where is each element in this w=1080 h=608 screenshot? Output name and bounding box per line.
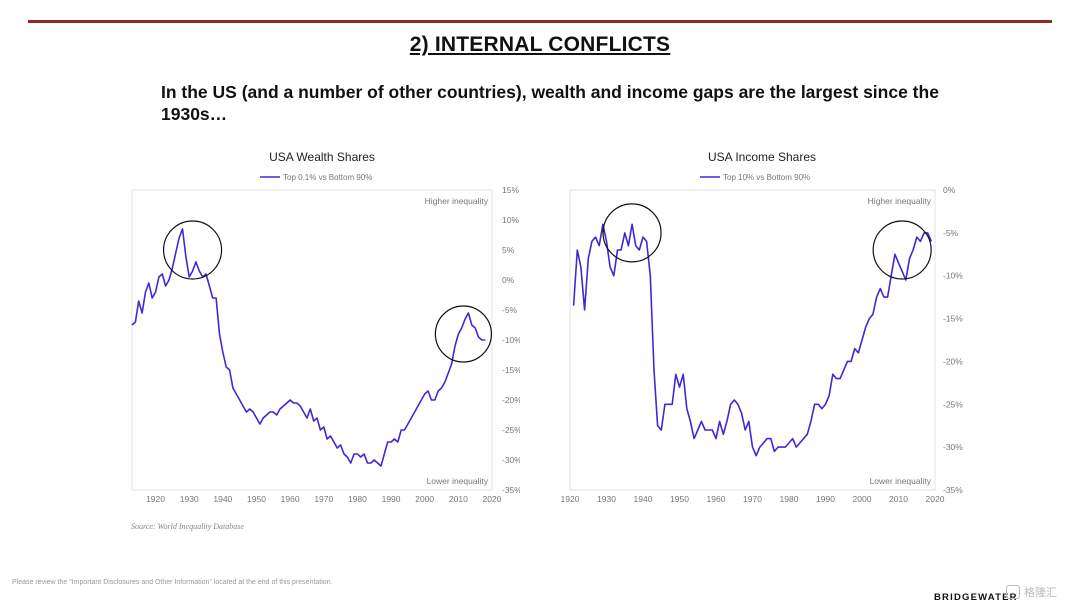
x-tick-label: 2010 (889, 494, 908, 504)
series-line (572, 223, 933, 457)
x-tick-label: 1920 (146, 494, 165, 504)
y-tick-label: -10% (943, 271, 963, 281)
y-tick-label: -5% (502, 305, 518, 315)
y-tick-label: -20% (502, 395, 520, 405)
chart-title: USA Wealth Shares (269, 150, 375, 164)
x-tick-label: 1950 (670, 494, 689, 504)
y-tick-label: -25% (943, 399, 963, 409)
x-tick-label: 1940 (634, 494, 653, 504)
x-tick-label: 1920 (561, 494, 580, 504)
y-tick-label: -15% (502, 365, 520, 375)
y-tick-label: -15% (943, 314, 963, 324)
chart-title: USA Income Shares (708, 150, 816, 164)
income-shares-chart: USA Income Shares Top 10% vs Bottom 90% 19… (561, 150, 964, 504)
headline: In the US (and a number of other countri… (161, 82, 939, 124)
x-tick-label: 1970 (314, 494, 333, 504)
y-tick-label: -30% (502, 455, 520, 465)
x-tick-label: 1980 (348, 494, 367, 504)
bridgewater-logo: BRIDGEWATER (934, 592, 1018, 603)
y-tick-label: -35% (943, 485, 963, 495)
disclaimer: Please review the "Important Disclosures… (12, 579, 333, 586)
y-tick-label: 0% (502, 275, 515, 285)
y-tick-label: 5% (502, 245, 515, 255)
x-tick-label: 1940 (213, 494, 232, 504)
section-title: 2) INTERNAL CONFLICTS (409, 33, 671, 56)
y-tick-label: -30% (943, 442, 963, 452)
x-tick-label: 2010 (449, 494, 468, 504)
x-tick-label: 2000 (415, 494, 434, 504)
annotation-lower-inequality: Lower inequality (427, 476, 489, 486)
annotation-higher-inequality: Higher inequality (868, 196, 932, 206)
highlight-circle (434, 305, 493, 363)
wealth-shares-chart: USA Wealth Shares Top 0.1% vs Bottom 90% 1… (131, 150, 520, 504)
x-tick-label: 1980 (780, 494, 799, 504)
legend-label: Top 0.1% vs Bottom 90% (283, 173, 372, 182)
x-tick-label: 1930 (180, 494, 199, 504)
watermark-icon (1006, 585, 1020, 599)
annotation-lower-inequality: Lower inequality (870, 476, 932, 486)
x-tick-label: 1950 (247, 494, 266, 504)
x-tick-label: 1960 (281, 494, 300, 504)
highlight-circle (872, 220, 932, 280)
legend-label: Top 10% vs Bottom 90% (723, 173, 810, 182)
y-tick-label: 10% (502, 215, 519, 225)
y-tick-label: -20% (943, 356, 963, 366)
source-note: Source: World Inequality Database (131, 522, 244, 531)
x-tick-label: 2020 (926, 494, 945, 504)
y-tick-label: -10% (502, 335, 520, 345)
plot-frame (131, 189, 493, 491)
x-tick-label: 1960 (707, 494, 726, 504)
highlight-circle (602, 203, 662, 263)
y-tick-label: -5% (943, 228, 959, 238)
x-tick-label: 1930 (597, 494, 616, 504)
series-line (131, 228, 486, 467)
x-tick-label: 1990 (382, 494, 401, 504)
y-tick-label: 0% (943, 185, 956, 195)
watermark: 格隆汇 (1006, 584, 1057, 600)
watermark-text: 格隆汇 (1024, 587, 1057, 599)
x-tick-label: 1970 (743, 494, 762, 504)
x-tick-label: 1990 (816, 494, 835, 504)
y-tick-label: -25% (502, 425, 520, 435)
y-tick-label: -35% (502, 485, 520, 495)
highlight-circle (162, 220, 223, 280)
x-tick-label: 2000 (853, 494, 872, 504)
y-tick-label: 15% (502, 185, 519, 195)
x-tick-label: 2020 (483, 494, 502, 504)
top-rule (28, 20, 1052, 23)
plot-frame (569, 189, 936, 491)
annotation-higher-inequality: Higher inequality (425, 196, 489, 206)
